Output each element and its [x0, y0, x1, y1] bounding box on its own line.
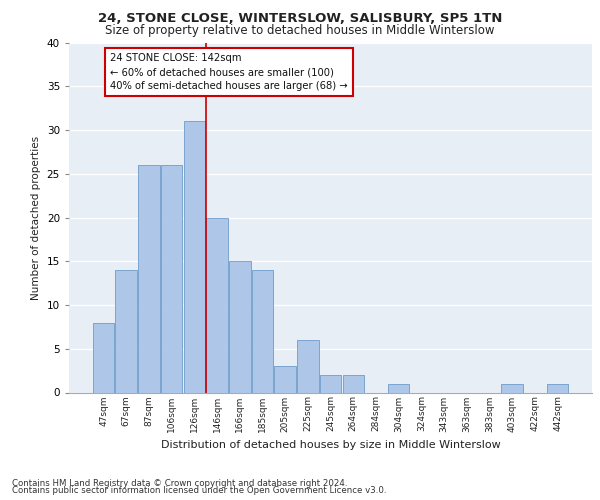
Y-axis label: Number of detached properties: Number of detached properties: [31, 136, 41, 300]
Bar: [547, 384, 568, 392]
X-axis label: Distribution of detached houses by size in Middle Winterslow: Distribution of detached houses by size …: [161, 440, 500, 450]
Text: Size of property relative to detached houses in Middle Winterslow: Size of property relative to detached ho…: [105, 24, 495, 37]
Bar: [343, 375, 364, 392]
Bar: [161, 165, 182, 392]
Bar: [115, 270, 137, 392]
Bar: [388, 384, 409, 392]
Bar: [274, 366, 296, 392]
Text: 24, STONE CLOSE, WINTERSLOW, SALISBURY, SP5 1TN: 24, STONE CLOSE, WINTERSLOW, SALISBURY, …: [98, 12, 502, 26]
Bar: [138, 165, 160, 392]
Bar: [320, 375, 341, 392]
Bar: [502, 384, 523, 392]
Bar: [93, 322, 115, 392]
Text: 24 STONE CLOSE: 142sqm
← 60% of detached houses are smaller (100)
40% of semi-de: 24 STONE CLOSE: 142sqm ← 60% of detached…: [110, 53, 348, 91]
Bar: [184, 122, 205, 392]
Bar: [252, 270, 273, 392]
Bar: [206, 218, 228, 392]
Bar: [297, 340, 319, 392]
Text: Contains public sector information licensed under the Open Government Licence v3: Contains public sector information licen…: [12, 486, 386, 495]
Text: Contains HM Land Registry data © Crown copyright and database right 2024.: Contains HM Land Registry data © Crown c…: [12, 478, 347, 488]
Bar: [229, 261, 251, 392]
